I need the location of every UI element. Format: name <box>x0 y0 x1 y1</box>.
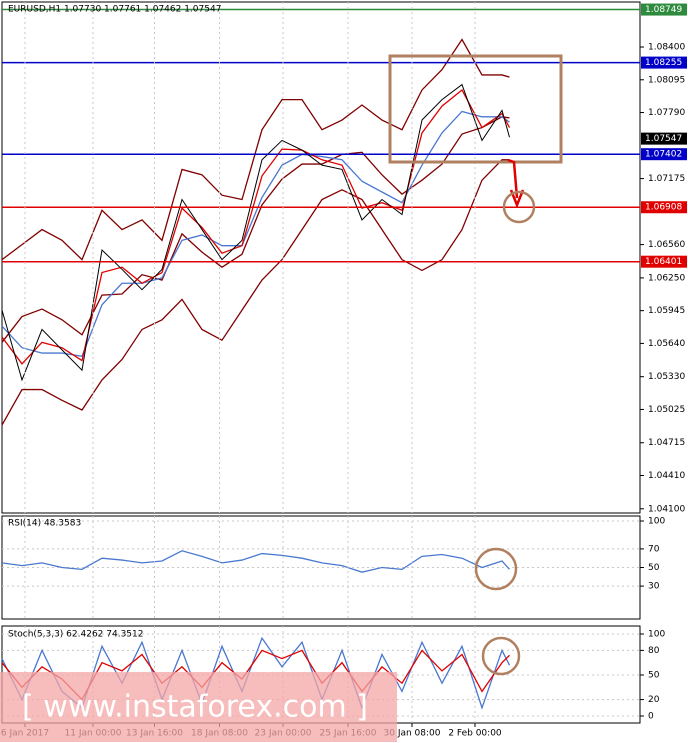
chart-title: Stoch(5,3,3) 62.4262 74.3512 <box>8 630 143 640</box>
arrow <box>507 158 519 199</box>
level-label: 1.07402 <box>645 150 682 160</box>
highlight-circle <box>481 636 521 676</box>
series-line <box>1 83 510 382</box>
y-tick-label: 70 <box>648 544 660 554</box>
y-tick-label: 1.05945 <box>648 306 685 316</box>
y-tick-label: 50 <box>648 563 660 573</box>
y-tick-label: 1.08400 <box>648 43 685 53</box>
y-tick-label: 1.05330 <box>648 372 685 382</box>
y-tick-label: 1.07175 <box>648 174 685 184</box>
series-line <box>1 38 510 261</box>
level-label-box <box>641 56 687 69</box>
y-tick-label: 1.05025 <box>648 405 685 415</box>
level-label-box <box>641 255 687 268</box>
level-label: 1.06401 <box>645 257 682 267</box>
chart-title: RSI(14) 48.3583 <box>8 519 81 529</box>
watermark: [ www.instaforex.com ] <box>22 690 368 725</box>
watermark-box <box>0 672 397 742</box>
y-tick-label: 1.07790 <box>648 108 685 118</box>
last-price-box <box>641 132 687 145</box>
y-tick-label: 1.04100 <box>648 504 685 514</box>
x-tick-label: 30 Jan 08:00 <box>384 729 441 739</box>
y-tick-label: 1.05640 <box>648 339 685 349</box>
arrow-head <box>509 189 525 209</box>
series-line <box>1 116 510 343</box>
highlight-circle <box>474 547 518 591</box>
level-label-box <box>641 201 687 214</box>
y-tick-label: 0 <box>648 712 654 722</box>
y-tick-label: 100 <box>648 517 665 527</box>
y-tick-label: 100 <box>648 630 665 640</box>
y-tick-label: 1.04410 <box>648 471 685 481</box>
level-label: 1.08749 <box>645 5 682 15</box>
main-panel <box>1 1 641 514</box>
highlight-circle <box>502 190 536 224</box>
y-tick-label: 80 <box>648 646 660 656</box>
y-tick-label: 1.08095 <box>648 75 685 85</box>
y-tick-label: 20 <box>648 695 660 705</box>
last-price-label: 1.07547 <box>645 134 682 144</box>
x-tick-label: 2 Feb 00:00 <box>448 729 502 739</box>
y-tick-label: 30 <box>648 582 660 592</box>
y-tick-label: 1.06250 <box>648 273 685 283</box>
chart-title: EURUSD,H1 1.07730 1.07761 1.07462 1.0754… <box>8 5 221 15</box>
y-tick-label: 50 <box>648 671 660 681</box>
level-label: 1.08255 <box>645 58 682 68</box>
level-label-box <box>641 148 687 161</box>
level-label: 1.06908 <box>645 203 682 213</box>
series-line <box>1 159 510 426</box>
y-tick-label: 1.04715 <box>648 438 685 448</box>
level-label-box <box>641 3 687 16</box>
y-tick-label: 1.06560 <box>648 240 685 250</box>
series-line <box>1 110 510 358</box>
highlight-box <box>388 54 563 164</box>
series-line <box>1 550 510 573</box>
